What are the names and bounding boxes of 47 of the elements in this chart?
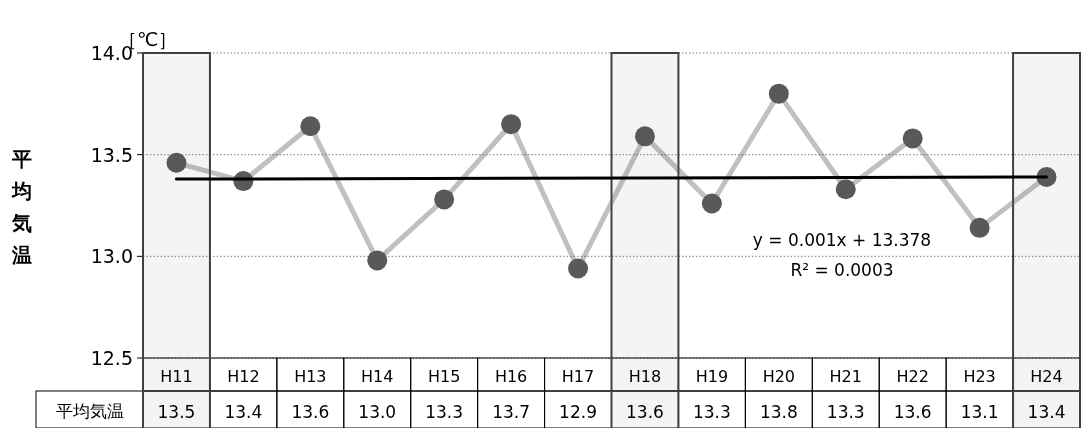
x-tick-label: H14 <box>361 367 394 386</box>
point <box>634 126 655 147</box>
point <box>568 258 589 279</box>
data-label: 12.9 <box>559 402 597 422</box>
x-tick-label: H18 <box>628 367 662 386</box>
data-label: 13.6 <box>291 402 330 422</box>
data-label: 13.3 <box>425 402 464 422</box>
text: 平均気温 <box>55 401 124 421</box>
x-tick-label: H15 <box>427 367 461 386</box>
y-tick-label: 13.0 <box>90 245 133 268</box>
x-tick-label: H21 <box>829 367 862 386</box>
point <box>902 128 923 149</box>
x-tick-label: H16 <box>494 367 528 386</box>
point <box>166 152 187 173</box>
data-label: 13.4 <box>224 402 263 422</box>
x-tick-label: H19 <box>695 367 729 386</box>
y-tick-label: 13.5 <box>90 143 133 166</box>
data-label: 13.6 <box>893 402 932 422</box>
data-label: 13.1 <box>960 402 999 422</box>
x-tick-label: H24 <box>1030 367 1063 386</box>
x-tick-label: H13 <box>294 367 327 386</box>
data-label: 13.7 <box>492 402 531 422</box>
data-label: 13.6 <box>626 402 664 422</box>
annotation: R² = 0.0003 <box>790 260 894 280</box>
data-label: 13.3 <box>826 402 865 422</box>
point <box>367 250 388 271</box>
point <box>300 116 321 137</box>
data-label: 13.0 <box>358 402 397 422</box>
point <box>701 193 722 214</box>
y-axis-title: 平均気温 <box>11 147 32 267</box>
data-label: 13.3 <box>692 402 731 422</box>
x-tick-label: H17 <box>561 367 595 386</box>
point <box>969 217 990 238</box>
annotation: y = 0.001x + 13.378 <box>752 230 932 250</box>
x-tick-label: H20 <box>762 367 796 386</box>
point <box>768 83 789 104</box>
y-tick-label: 12.5 <box>90 347 133 369</box>
point <box>434 189 455 210</box>
x-tick-label: H11 <box>160 367 193 386</box>
x-tick-label: H23 <box>963 367 996 386</box>
data-label: 13.4 <box>1027 402 1066 422</box>
data-label: 13.5 <box>157 402 196 422</box>
point <box>835 179 856 200</box>
point <box>501 114 522 135</box>
data-label: 13.8 <box>759 402 798 422</box>
x-tick-label: H22 <box>896 367 929 386</box>
x-tick-label: H12 <box>227 367 260 386</box>
